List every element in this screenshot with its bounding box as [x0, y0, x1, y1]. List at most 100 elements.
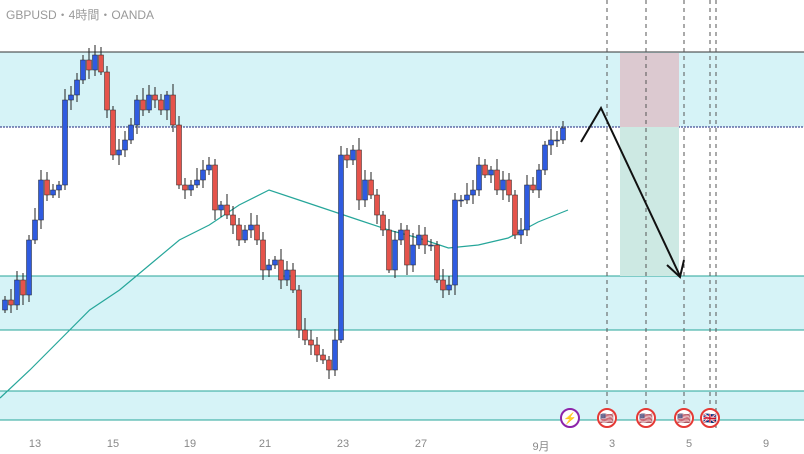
- candle: [80, 59, 86, 81]
- candle: [356, 149, 362, 201]
- lower-zone: [0, 391, 804, 420]
- candle: [104, 71, 110, 111]
- candle: [212, 164, 218, 211]
- candle: [26, 239, 32, 296]
- event-lines: [606, 0, 717, 432]
- candle: [56, 184, 62, 191]
- candle: [332, 339, 338, 371]
- x-label: 9: [762, 438, 770, 450]
- us-flag-icon[interactable]: 🇺🇸: [636, 408, 656, 428]
- x-label: 23: [336, 438, 350, 450]
- support-zone: [0, 276, 804, 330]
- candle: [362, 179, 368, 201]
- candle: [404, 229, 410, 266]
- moving-average-line: [0, 189, 569, 399]
- chart-title: GBPUSD・4時間・OANDA: [6, 8, 155, 22]
- lightning-icon[interactable]: ⚡: [560, 408, 580, 428]
- candle: [218, 204, 224, 211]
- candle: [446, 284, 452, 291]
- candle: [440, 279, 446, 291]
- candle: [20, 279, 26, 296]
- candle: [470, 189, 476, 196]
- forecast-arrow[interactable]: [580, 105, 685, 279]
- us-flag-icon[interactable]: 🇺🇸: [597, 408, 617, 428]
- candle: [296, 289, 302, 331]
- candle: [236, 224, 242, 241]
- candle: [536, 169, 542, 191]
- candle: [308, 339, 314, 346]
- candle: [524, 184, 530, 231]
- x-label: 13: [28, 438, 42, 450]
- candle: [170, 94, 176, 126]
- candle: [272, 259, 278, 266]
- candle: [62, 99, 68, 186]
- candle: [248, 224, 254, 231]
- candle: [422, 234, 428, 246]
- candle: [344, 154, 350, 161]
- candle: [512, 194, 518, 236]
- candle: [416, 234, 422, 246]
- candle: [386, 229, 392, 271]
- candle: [428, 244, 434, 247]
- candle: [374, 194, 380, 216]
- candle: [380, 214, 386, 231]
- candle: [116, 149, 122, 156]
- x-label: 19: [183, 438, 197, 450]
- x-label: 21: [258, 438, 272, 450]
- candle: [14, 279, 20, 306]
- candle: [146, 94, 152, 111]
- candle: [86, 59, 92, 71]
- candle: [230, 214, 236, 226]
- candle: [338, 154, 344, 341]
- candle: [50, 189, 56, 196]
- candles: [2, 45, 566, 379]
- candle: [302, 329, 308, 341]
- x-label: 3: [608, 438, 616, 450]
- candle: [410, 244, 416, 266]
- candle: [182, 184, 188, 191]
- candle: [206, 164, 212, 171]
- candle: [44, 179, 50, 196]
- candle: [500, 179, 506, 191]
- candle: [548, 139, 554, 146]
- x-label: 15: [106, 438, 120, 450]
- candle: [464, 194, 470, 201]
- candle: [194, 179, 200, 186]
- candle: [140, 99, 146, 111]
- candle: [560, 127, 566, 141]
- x-label: 9月: [532, 441, 550, 453]
- resistance-zone: [0, 52, 804, 127]
- candle: [188, 184, 194, 191]
- candle: [32, 219, 38, 241]
- candle: [38, 179, 44, 221]
- candle: [110, 109, 116, 156]
- candle: [494, 169, 500, 191]
- candle: [518, 229, 524, 236]
- candle: [134, 99, 140, 126]
- candle: [350, 149, 356, 161]
- candle: [476, 164, 482, 191]
- candle: [266, 264, 272, 271]
- x-label: 27: [414, 438, 428, 450]
- price-chart[interactable]: [0, 0, 804, 432]
- candle: [128, 124, 134, 141]
- candle: [290, 269, 296, 291]
- candle: [398, 229, 404, 241]
- uk-flag-icon[interactable]: 🇬🇧: [700, 408, 720, 428]
- x-label: 5: [685, 438, 693, 450]
- candle: [122, 139, 128, 151]
- us-flag-icon[interactable]: 🇺🇸: [674, 408, 694, 428]
- candle: [368, 179, 374, 196]
- candle: [242, 229, 248, 241]
- candle: [200, 169, 206, 181]
- candle: [152, 94, 158, 101]
- candle: [458, 199, 464, 202]
- candle: [554, 139, 560, 142]
- candle: [164, 94, 170, 111]
- stop-loss-box[interactable]: [620, 53, 679, 127]
- candle: [488, 169, 494, 176]
- candle: [68, 94, 74, 101]
- candle: [542, 144, 548, 171]
- candle: [482, 164, 488, 176]
- candle: [320, 354, 326, 361]
